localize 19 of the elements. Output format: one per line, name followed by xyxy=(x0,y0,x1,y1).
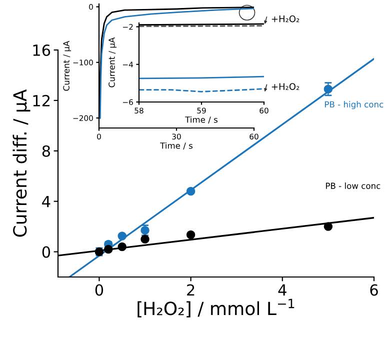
y-tick-label: 12 xyxy=(33,94,50,106)
x-tick-label: 6 xyxy=(370,284,378,296)
y-tick-label: 8 xyxy=(42,145,50,157)
x-tick-label: 0 xyxy=(95,284,104,296)
y-tick-label: 0 xyxy=(42,246,50,258)
x-tick-label: 2 xyxy=(187,284,194,296)
y-tick-label: 4 xyxy=(42,196,50,208)
x-tick-label: 4 xyxy=(278,284,286,296)
y-axis-title: Current / μA xyxy=(63,40,72,91)
y-axis-title: Current diff. / μA xyxy=(12,89,30,237)
text: PB - low conc xyxy=(326,182,380,189)
y-axis-title: Current / μA xyxy=(108,37,116,88)
annotation: +H₂O₂ xyxy=(272,83,300,90)
annotation: +H₂O₂ xyxy=(272,15,300,22)
x-axis-title: [H₂O₂] / mmol L$^{−1}$ xyxy=(138,298,294,318)
y-tick-label: 16 xyxy=(33,44,50,56)
x-axis-title: Time / s xyxy=(160,142,193,150)
x-axis-title: Time / s xyxy=(185,116,218,124)
series-label: PB - high conc xyxy=(325,101,384,110)
